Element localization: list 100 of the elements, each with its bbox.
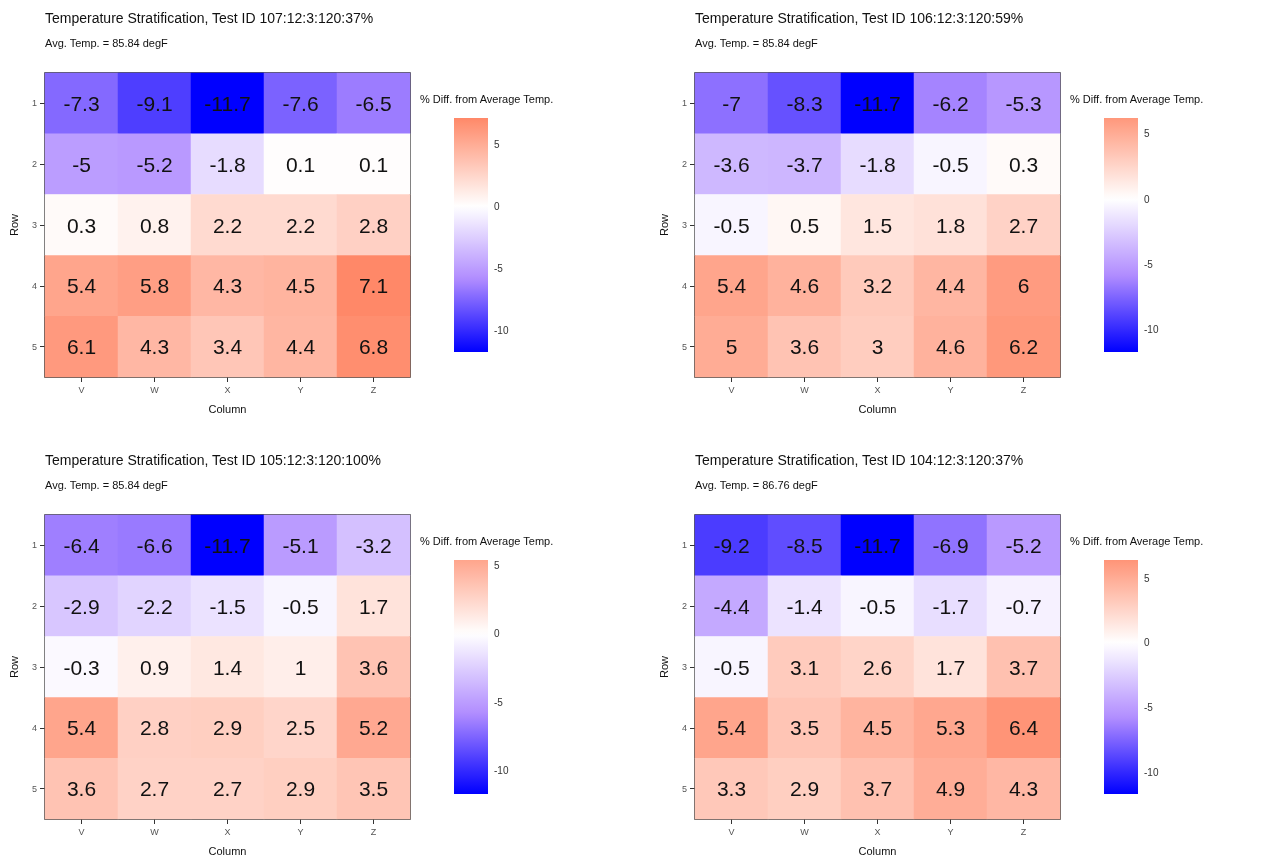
data-label: 4.5	[285, 274, 316, 298]
data-label: 3	[871, 335, 884, 359]
data-label: 3.7	[1008, 655, 1039, 679]
data-label: -6.2	[932, 91, 969, 115]
x-axis-title: Column	[208, 844, 247, 857]
data-label: 4.9	[935, 777, 966, 801]
data-label: 0.8	[139, 213, 170, 237]
data-label: -7	[722, 91, 741, 115]
data-label: -3.6	[713, 152, 750, 176]
data-label: -6.9	[932, 533, 969, 557]
data-label: -5.2	[136, 152, 173, 176]
data-label: 6.4	[1008, 716, 1039, 740]
x-axis-title: Column	[208, 402, 247, 415]
data-label: 5.4	[66, 716, 97, 740]
data-label: 5	[725, 335, 738, 359]
data-label: -1.4	[786, 594, 823, 618]
x-tick-label: V	[78, 826, 85, 837]
y-tick-label: 2	[681, 601, 687, 612]
data-label: -5.2	[1005, 533, 1042, 557]
y-tick-label: 3	[31, 220, 37, 230]
x-tick-label: W	[150, 384, 160, 395]
data-label: -8.3	[786, 91, 823, 115]
data-label: -1.8	[209, 152, 246, 176]
data-label: -5	[72, 152, 91, 176]
x-axis-title: Column	[858, 402, 897, 415]
data-label: -1.5	[209, 594, 246, 618]
color-bar-label: -5	[1144, 258, 1154, 270]
color-bar-title: % Diff. from Average Temp.	[1070, 92, 1204, 105]
data-label: 1	[294, 655, 307, 679]
data-label: 7.1	[358, 274, 389, 298]
x-tick-label: Y	[947, 384, 954, 395]
data-label: 2.9	[285, 777, 316, 801]
data-label: -3.2	[355, 533, 392, 557]
data-label: -0.5	[859, 594, 896, 618]
data-label: 3.3	[716, 777, 747, 801]
data-label: -1.7	[932, 594, 969, 618]
y-axis-title: Row	[657, 655, 670, 679]
color-bar-label: -10	[494, 765, 509, 777]
y-tick-label: 4	[681, 280, 687, 291]
y-tick-label: 5	[31, 783, 37, 794]
y-tick-label: 2	[31, 159, 37, 170]
data-label: 1.8	[935, 213, 966, 237]
chart-subtitle: Avg. Temp. = 86.76 degF	[695, 478, 819, 491]
y-tick-label: 1	[31, 540, 37, 551]
x-tick-label: Z	[370, 826, 377, 837]
y-tick-label: 2	[31, 601, 37, 612]
data-label: 3.1	[789, 655, 820, 679]
y-tick-label: 2	[681, 159, 687, 170]
data-label: -2.2	[136, 594, 173, 618]
x-tick-label: Y	[297, 384, 304, 395]
y-tick-label: 1	[681, 98, 687, 109]
data-label: -0.7	[1005, 594, 1042, 618]
data-label: 3.7	[862, 777, 893, 801]
data-label: 4.3	[139, 335, 170, 359]
data-label: -7.3	[63, 91, 100, 115]
y-tick-label: 4	[31, 722, 37, 733]
x-tick-label: V	[728, 384, 735, 395]
data-label: -5.1	[282, 533, 319, 557]
x-tick-label: Z	[1020, 826, 1027, 837]
x-tick-label: Y	[297, 826, 304, 837]
chart-subtitle: Avg. Temp. = 85.84 degF	[695, 36, 819, 49]
color-bar-label: 0	[494, 628, 500, 640]
data-label: 1.4	[212, 655, 243, 679]
data-label: -9.1	[136, 91, 173, 115]
y-tick-label: 1	[681, 540, 687, 551]
chart-title: Temperature Stratification, Test ID 105:12:3:120:100%	[45, 452, 381, 468]
x-tick-label: W	[800, 384, 810, 395]
y-axis-title: Row	[7, 655, 20, 679]
data-label: 5.4	[66, 274, 97, 298]
data-label: -0.5	[713, 213, 750, 237]
color-bar-title: % Diff. from Average Temp.	[420, 92, 554, 105]
y-tick-label: 4	[31, 280, 37, 291]
data-label: 3.6	[789, 335, 820, 359]
data-label: 0.1	[358, 152, 389, 176]
y-tick-label: 5	[681, 341, 687, 352]
data-label: 5.8	[139, 274, 170, 298]
data-label: -6.5	[355, 91, 392, 115]
data-label: 6.8	[358, 335, 389, 359]
data-label: 2.9	[789, 777, 820, 801]
data-label: 4.6	[935, 335, 966, 359]
data-label: -0.5	[282, 594, 319, 618]
color-bar-label: 5	[494, 138, 500, 150]
data-label: -0.5	[932, 152, 969, 176]
data-label: 3.2	[862, 274, 893, 298]
data-label: -0.5	[713, 655, 750, 679]
color-bar-label: 0	[494, 200, 500, 212]
data-label: 5.2	[358, 716, 389, 740]
data-label: -11.7	[854, 533, 901, 557]
data-label: 2.7	[139, 777, 170, 801]
data-label: -4.4	[713, 594, 750, 618]
data-label: -2.9	[63, 594, 100, 618]
data-label: -1.8	[859, 152, 896, 176]
data-label: 3.6	[66, 777, 97, 801]
data-label: 2.2	[285, 213, 316, 237]
data-label: 2.7	[212, 777, 243, 801]
data-label: 2.9	[212, 716, 243, 740]
data-label: 6.2	[1008, 335, 1039, 359]
chart-title: Temperature Stratification, Test ID 107:12:3:120:37%	[45, 10, 374, 26]
color-bar-label: -10	[1144, 324, 1159, 336]
x-tick-label: V	[728, 826, 735, 837]
